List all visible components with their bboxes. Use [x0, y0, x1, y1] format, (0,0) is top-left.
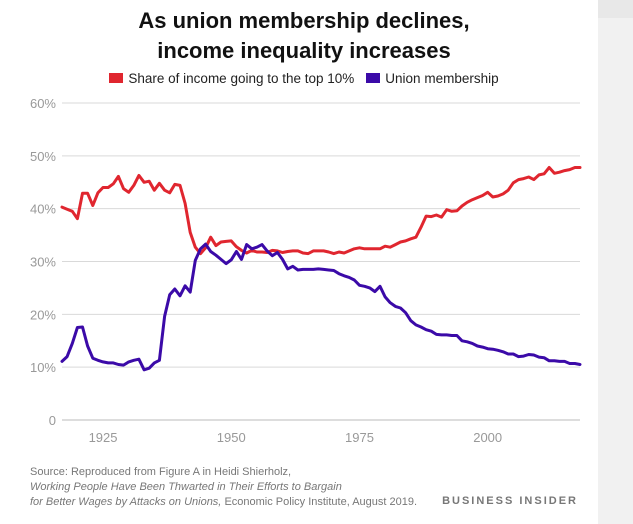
chart-title-line1: As union membership declines, — [138, 8, 470, 33]
legend-label-union: Union membership — [385, 70, 499, 86]
x-tick-label: 1925 — [89, 430, 118, 445]
x-tick-label: 1975 — [345, 430, 374, 445]
series-line-union — [60, 242, 582, 372]
source-text-2: Economic Policy Institute, August 2019. — [224, 496, 418, 508]
source-note: Source: Reproduced from Figure A in Heid… — [30, 465, 470, 510]
chart-legend: Share of income going to the top 10% Uni… — [10, 68, 598, 88]
source-label: Source: — [30, 466, 68, 478]
y-tick-label: 40% — [30, 202, 56, 217]
source-italic-2: for Better Wages by Attacks on Unions, — [30, 496, 222, 508]
legend-item-union: Union membership — [366, 70, 499, 86]
chart-title-line2: income inequality increases — [157, 38, 451, 63]
y-tick-label: 50% — [30, 149, 56, 164]
x-tick-label: 2000 — [473, 430, 502, 445]
legend-swatch-union — [366, 73, 381, 83]
y-tick-label: 30% — [30, 255, 56, 270]
source-text-1: Reproduced from Figure A in Heidi Shierh… — [70, 466, 292, 478]
legend-label-income: Share of income going to the top 10% — [128, 70, 355, 86]
series-line-income — [60, 166, 582, 256]
page-edge-top — [598, 0, 633, 18]
chart-card: As union membership declines, income ine… — [10, 0, 598, 524]
legend-swatch-income — [109, 73, 124, 83]
y-tick-label: 10% — [30, 360, 56, 375]
source-italic-1: Working People Have Been Thwarted in The… — [30, 481, 342, 493]
legend-item-income: Share of income going to the top 10% — [109, 71, 354, 86]
page-edge — [598, 0, 633, 524]
brand-logo: BUSINESS INSIDER — [442, 495, 578, 507]
y-tick-label: 20% — [30, 307, 56, 322]
x-tick-label: 1950 — [217, 430, 246, 445]
y-tick-label: 0 — [49, 413, 56, 428]
y-tick-label: 60% — [30, 96, 56, 111]
chart-title: As union membership declines, income ine… — [10, 6, 598, 66]
line-chart: 0 10% 20% 30% 40% 50% 60% 1925 1950 1975 2000 — [30, 96, 582, 445]
